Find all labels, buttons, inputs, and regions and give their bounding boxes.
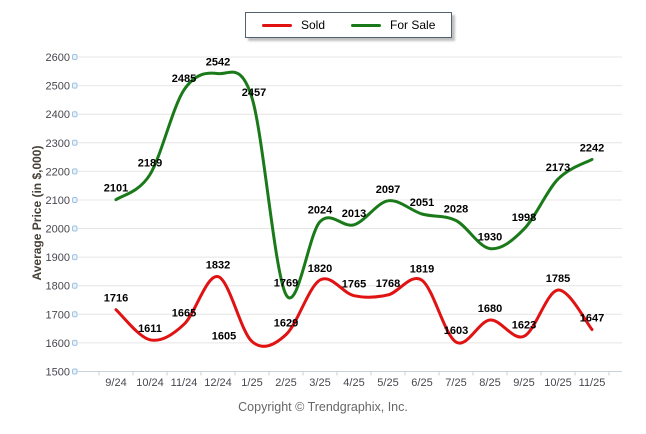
data-label-sold: 1768: [376, 278, 400, 290]
data-label-sold: 1623: [512, 319, 536, 331]
for-sale-line-swatch: [351, 23, 382, 27]
for-sale-line-path: [114, 70, 594, 300]
x-axis-tick-label: 1/25: [241, 377, 262, 389]
x-axis-tick-label: 10/25: [544, 377, 572, 389]
x-axis-tick-label: 11/24: [171, 377, 198, 389]
x-axis-tick-label: 2/25: [275, 377, 296, 389]
data-label-sold: 1819: [410, 263, 434, 275]
data-label-sold: 1680: [478, 303, 502, 315]
y-axis-tick-label: 2200: [46, 166, 70, 178]
data-label-sold: 1605: [212, 331, 236, 343]
y-axis-tick-mark: [72, 54, 78, 60]
y-axis-tick-label: 2400: [46, 109, 70, 121]
data-label-for-sale: 2485: [172, 73, 196, 85]
y-axis-tick-label: 2000: [46, 224, 70, 236]
data-label-for-sale: 1930: [478, 232, 502, 244]
y-axis-tick-mark: [72, 197, 78, 203]
data-label-sold: 1647: [580, 313, 604, 325]
y-axis-tick-label: 1700: [46, 309, 70, 321]
data-label-sold: 1765: [342, 279, 366, 291]
data-label-sold: 1785: [546, 273, 570, 285]
data-label-sold: 1629: [274, 318, 298, 330]
data-label-for-sale: 2013: [342, 208, 366, 220]
x-axis-tick-label: 4/25: [343, 377, 364, 389]
x-axis-tick-label: 12/24: [204, 377, 232, 389]
copyright-text: Copyright © Trendgraphix, Inc.: [238, 400, 408, 414]
data-label-for-sale: 2024: [308, 205, 333, 217]
y-axis-tick-label: 1500: [46, 367, 70, 379]
data-label-for-sale: 1769: [274, 278, 298, 290]
x-axis-tick-label: 10/24: [136, 377, 164, 389]
y-axis-tick-label: 2300: [46, 138, 70, 150]
y-axis-tick-mark: [72, 225, 78, 232]
y-axis-tick-mark: [72, 111, 78, 118]
data-label-for-sale: 2173: [546, 162, 570, 174]
y-axis-tick-mark: [72, 254, 78, 261]
y-axis-tick-mark: [72, 139, 78, 146]
sold-line-swatch: [262, 23, 292, 27]
x-axis-tick-label: 11/25: [579, 377, 606, 389]
data-label-sold: 1716: [104, 293, 128, 305]
data-label-sold: 1832: [206, 260, 230, 272]
data-label-for-sale: 2189: [138, 158, 162, 170]
x-axis-tick-label: 3/25: [309, 377, 330, 389]
x-axis-tick-label: 9/24: [105, 377, 126, 389]
data-label-sold: 1603: [444, 325, 468, 337]
data-label-for-sale: 2028: [444, 204, 468, 216]
data-label-for-sale: 2101: [104, 183, 128, 195]
y-axis-tick-mark: [72, 82, 78, 89]
y-axis-tick-label: 2500: [46, 81, 70, 93]
x-axis-tick-label: 5/25: [377, 377, 398, 389]
y-axis-tick-mark: [72, 368, 78, 375]
data-label-for-sale: 2542: [206, 57, 230, 69]
y-axis-tick-label: 2600: [46, 52, 70, 64]
x-axis-tick-label: 6/25: [411, 377, 432, 389]
y-axis-tick-mark: [72, 168, 78, 175]
data-label-sold: 1665: [172, 307, 196, 319]
chart-legend: Sold For Sale: [245, 12, 453, 38]
y-axis-tick-mark: [72, 311, 78, 318]
data-label-for-sale: 2097: [376, 184, 400, 196]
legend-label-for-sale: For Sale: [390, 18, 436, 32]
data-label-sold: 1820: [308, 263, 332, 275]
y-axis-tick-mark: [72, 282, 78, 289]
data-label-for-sale: 1998: [512, 212, 536, 224]
x-axis-tick-label: 8/25: [479, 377, 500, 389]
data-label-for-sale: 2242: [580, 142, 604, 154]
y-axis-tick-label: 1900: [46, 252, 70, 264]
legend-item-for-sale: For Sale: [351, 18, 435, 32]
data-label-sold: 1611: [138, 323, 162, 335]
y-axis-tick-label: 1800: [46, 281, 70, 293]
data-label-for-sale: 2051: [410, 197, 434, 209]
x-axis-tick-label: 9/25: [513, 377, 534, 389]
y-axis-tick-mark: [72, 339, 78, 346]
y-axis-tick-label: 2100: [46, 195, 70, 207]
x-axis-tick-label: 7/25: [445, 377, 466, 389]
data-label-for-sale: 2457: [242, 87, 266, 99]
legend-item-sold: Sold: [262, 18, 325, 32]
y-axis-tick-label: 1600: [46, 338, 70, 350]
sold-line-path: [114, 275, 594, 348]
legend-label-sold: Sold: [301, 18, 326, 32]
